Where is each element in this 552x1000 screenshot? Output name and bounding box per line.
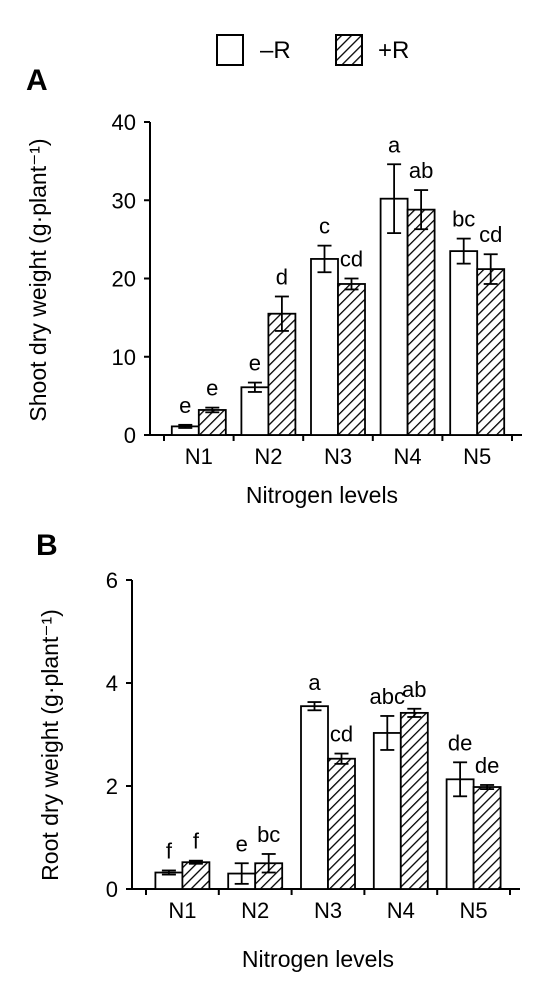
bar-b-plus-r <box>181 861 211 890</box>
panel-label-a: A <box>26 64 48 97</box>
chart-panel-b: B Root dry weight (g·plant⁻¹) Nitrogen l… <box>36 529 520 972</box>
y-axis-title-a: Shoot dry weight (g·plant⁻¹) <box>25 138 51 421</box>
plot-area-b: 0 2 4 6 N1 N2 N3 N4 N5 f e a abc de f bc cd ab de <box>106 568 520 923</box>
legend-label-minus-r: –R <box>260 37 291 64</box>
significance-letter-a: cd <box>479 222 502 247</box>
bar-b-minus-r <box>300 705 329 890</box>
significance-letter-a: e <box>179 393 191 418</box>
significance-letter-b: cd <box>330 722 353 747</box>
bar-a-plus-r <box>267 312 297 436</box>
significance-letter-a: e <box>206 376 218 401</box>
x-tick-label-b: N2 <box>241 898 269 923</box>
bar-a-minus-r <box>240 386 270 436</box>
panel-label-b: B <box>36 529 58 562</box>
bar-a-plus-r <box>337 283 366 436</box>
bar-a-minus-r <box>310 258 339 436</box>
bar-b-minus-r <box>372 732 402 890</box>
x-tick-label-b: N4 <box>387 898 415 923</box>
bar-a-plus-r <box>476 268 506 436</box>
bar-a-minus-r <box>449 250 479 436</box>
legend-swatch-plus-r <box>335 34 363 66</box>
significance-letter-b: e <box>236 831 248 856</box>
chart-panel-a: A Shoot dry weight (g·plant⁻¹) Nitrogen … <box>25 64 522 508</box>
y-tick-label-b: 0 <box>106 877 118 902</box>
bar-a-plus-r <box>406 208 436 436</box>
significance-letter-b: f <box>166 838 173 863</box>
significance-letter-a: d <box>276 264 288 289</box>
x-tick-label-a: N5 <box>463 444 491 469</box>
y-tick-label-a: 20 <box>112 267 136 292</box>
bar-b-plus-r <box>399 711 429 890</box>
bar-b-plus-r <box>472 786 502 890</box>
x-tick-label-a: N2 <box>254 444 282 469</box>
legend-label-plus-r: +R <box>378 37 409 64</box>
significance-letter-b: bc <box>257 822 280 847</box>
significance-letter-a: bc <box>452 207 475 232</box>
significance-letter-b: ab <box>402 677 426 702</box>
bar-a-minus-r <box>379 197 409 436</box>
significance-letter-a: c <box>319 214 330 239</box>
significance-letter-b: f <box>193 829 200 854</box>
significance-letter-b: de <box>448 730 472 755</box>
bar-b-plus-r <box>327 757 356 890</box>
x-tick-label-b: N1 <box>168 898 196 923</box>
y-tick-label-a: 10 <box>112 345 136 370</box>
y-tick-label-a: 40 <box>112 110 136 135</box>
x-axis-title-a: Nitrogen levels <box>246 482 398 508</box>
y-tick-label-b: 4 <box>106 671 118 696</box>
significance-letter-a: cd <box>340 247 363 272</box>
significance-letter-b: a <box>308 670 321 695</box>
x-tick-label-b: N3 <box>314 898 342 923</box>
legend-swatch-minus-r <box>216 34 244 66</box>
x-tick-label-a: N4 <box>394 444 422 469</box>
y-tick-label-a: 30 <box>112 188 136 213</box>
significance-letter-b: de <box>475 753 499 778</box>
y-tick-label-a: 0 <box>124 423 136 448</box>
x-tick-label-b: N5 <box>460 898 488 923</box>
y-tick-label-b: 6 <box>106 568 118 593</box>
x-tick-label-a: N3 <box>324 444 352 469</box>
significance-letter-b: abc <box>370 684 405 709</box>
significance-letter-a: ab <box>409 158 433 183</box>
legend: –R +R <box>216 34 409 66</box>
bar-a-plus-r <box>197 409 227 436</box>
y-tick-label-b: 2 <box>106 774 118 799</box>
x-tick-label-a: N1 <box>185 444 213 469</box>
x-axis-title-b: Nitrogen levels <box>242 946 394 972</box>
bar-b-minus-r <box>445 778 475 890</box>
significance-letter-a: e <box>249 351 261 376</box>
significance-letter-a: a <box>388 132 401 157</box>
y-axis-title-b: Root dry weight (g·plant⁻¹) <box>37 609 63 881</box>
